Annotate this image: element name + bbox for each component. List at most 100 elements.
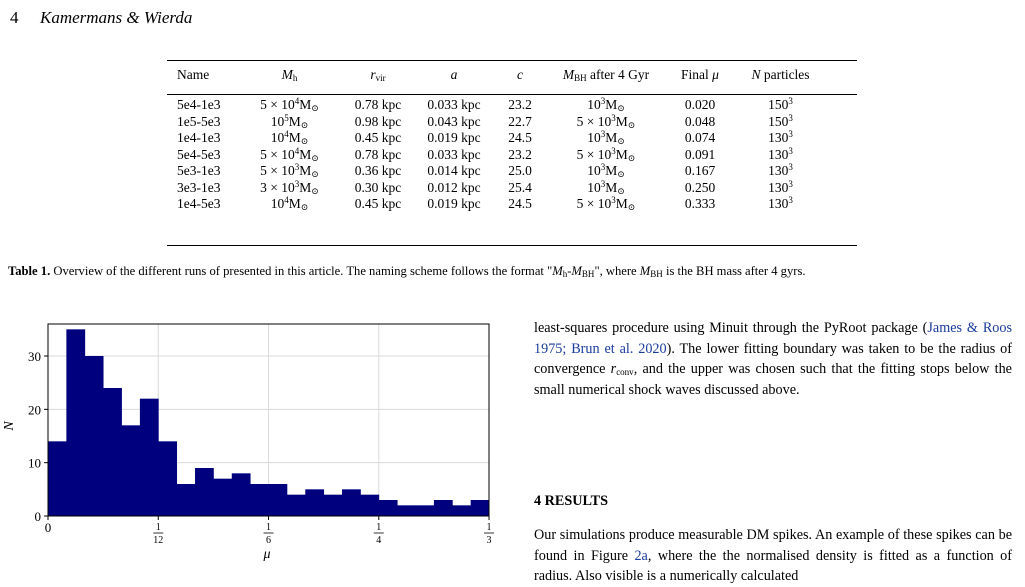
p2-text-b: , where the the normalised density is fi… xyxy=(534,547,1012,585)
cell-n-particles: 1503 xyxy=(768,112,793,129)
table-top-rule xyxy=(167,60,857,61)
x-tick-label-numerator: 1 xyxy=(487,522,492,533)
cell-n-particles: 1303 xyxy=(768,145,793,162)
x-tick-label-denominator: 3 xyxy=(487,535,492,546)
chart-bars xyxy=(48,329,490,516)
p1-text-a: least-squares procedure using Minuit thr… xyxy=(534,320,928,336)
cell-mbh: 5 × 103M⊙ xyxy=(576,112,636,130)
cell-mh: 5 × 103M⊙ xyxy=(260,162,319,180)
x-tick-label-numerator: 1 xyxy=(266,522,271,533)
table-row: 1e4-5e3 104M⊙ 0.45 kpc 0.019 kpc 24.5 5 × 103… xyxy=(167,196,827,213)
histogram-bar xyxy=(433,500,453,516)
table-header-rule xyxy=(167,94,857,95)
cell-name: 1e4-5e3 xyxy=(177,196,221,212)
histogram-bar xyxy=(378,500,398,516)
histogram-bar xyxy=(305,489,325,516)
x-tick-label-numerator: 1 xyxy=(156,522,161,533)
cell-rvir: 0.30 kpc xyxy=(354,179,402,195)
cell-name: 5e4-5e3 xyxy=(177,146,221,162)
table-row: 5e4-5e3 5 × 104M⊙ 0.78 kpc 0.033 kpc 23.2 5 ×… xyxy=(167,145,827,164)
cell-a: 0.019 kpc xyxy=(427,130,481,146)
cell-rvir: 0.98 kpc xyxy=(354,113,402,129)
section-heading-results: 4 RESULTS xyxy=(534,493,608,509)
cell-final-mu: 0.167 xyxy=(684,163,716,179)
cell-c: 25.0 xyxy=(508,163,532,179)
cell-a: 0.019 kpc xyxy=(427,196,481,212)
y-axis-label: N xyxy=(2,421,17,432)
caption-text-b: ", where xyxy=(594,264,640,278)
cell-final-mu: 0.074 xyxy=(684,130,716,146)
cell-final-mu: 0.020 xyxy=(684,97,716,113)
col-header-mbh: MBH after 4 Gyr xyxy=(562,67,650,83)
histogram-bar xyxy=(452,505,472,516)
cell-c: 25.4 xyxy=(508,179,532,195)
cell-n-particles: 1503 xyxy=(768,96,793,113)
x-tick-label-numerator: 1 xyxy=(376,522,381,533)
histogram-bar xyxy=(360,494,380,516)
cell-mbh: 103M⊙ xyxy=(587,162,625,180)
cell-a: 0.012 kpc xyxy=(427,179,481,195)
cell-final-mu: 0.091 xyxy=(684,146,716,162)
histogram-bar xyxy=(397,505,416,516)
y-tick-label: 30 xyxy=(28,349,41,364)
cell-mh: 105M⊙ xyxy=(270,112,309,130)
x-tick-label-denominator: 4 xyxy=(376,535,381,546)
cell-rvir: 0.36 kpc xyxy=(354,163,402,179)
cell-c: 23.2 xyxy=(508,146,532,162)
histogram-bar xyxy=(84,356,104,516)
figure-ref-link[interactable]: 2a xyxy=(634,547,648,564)
x-tick-label: 0 xyxy=(45,520,52,535)
histogram-bar xyxy=(103,388,122,516)
y-tick-label: 0 xyxy=(35,509,42,524)
histogram-bar xyxy=(231,473,251,516)
cell-mbh: 103M⊙ xyxy=(587,96,625,114)
cell-c: 23.2 xyxy=(508,97,532,113)
p1-text-c: , and the upper was chosen such that the… xyxy=(534,361,1012,398)
cell-name: 1e5-5e3 xyxy=(177,113,221,129)
x-tick-label-denominator: 6 xyxy=(266,535,271,546)
cell-a: 0.043 kpc xyxy=(427,113,481,129)
col-header-c: c xyxy=(517,67,523,82)
table-row: 5e3-1e3 5 × 103M⊙ 0.36 kpc 0.014 kpc 25.0 103… xyxy=(167,163,827,180)
histogram-bar xyxy=(323,494,343,516)
cell-c: 24.5 xyxy=(508,130,532,146)
histogram-bar xyxy=(121,425,141,516)
col-header-rvir: rvir xyxy=(370,67,386,83)
cell-final-mu: 0.250 xyxy=(684,179,716,195)
histogram-bar xyxy=(195,468,214,516)
histogram-bar xyxy=(268,484,288,516)
table-bottom-rule xyxy=(167,245,857,246)
x-axis-label: μ xyxy=(262,547,270,562)
table-row: 3e3-1e3 3 × 103M⊙ 0.30 kpc 0.012 kpc 25.4 103… xyxy=(167,178,827,197)
cell-name: 5e4-1e3 xyxy=(177,97,221,113)
histogram-bar xyxy=(415,505,435,516)
histogram-bar xyxy=(213,478,233,516)
cell-a: 0.014 kpc xyxy=(427,163,481,179)
cell-mbh: 103M⊙ xyxy=(587,178,625,196)
histogram-bar xyxy=(158,441,178,516)
cell-n-particles: 1303 xyxy=(768,129,793,146)
table-row: 1e4-1e3 104M⊙ 0.45 kpc 0.019 kpc 24.5 103M⊙ 0.… xyxy=(167,130,827,147)
cell-a: 0.033 kpc xyxy=(427,146,481,162)
chart-ticks: 0 10 20 30 0 1 12 1 6 1 4 1 3 xyxy=(28,349,495,546)
cell-final-mu: 0.048 xyxy=(684,113,716,129)
cell-mh: 5 × 104M⊙ xyxy=(260,96,319,114)
citation-link[interactable]: James & Roos 1975; Brun et al. 2020 xyxy=(534,320,1012,357)
cell-name: 1e4-1e3 xyxy=(177,130,221,146)
cell-n-particles: 1303 xyxy=(768,162,793,179)
histogram-bar xyxy=(286,494,306,516)
histogram-bar xyxy=(66,329,86,516)
cell-a: 0.033 kpc xyxy=(427,97,481,113)
histogram-bar xyxy=(48,441,67,516)
col-header-n-particles: N particles xyxy=(751,67,810,82)
running-header-authors: Kamermans & Wierda xyxy=(40,8,193,27)
caption-text-c: is the BH mass after 4 gyrs. xyxy=(662,264,806,278)
cell-mbh: 5 × 103M⊙ xyxy=(576,195,636,213)
page-number: 4 xyxy=(10,8,19,27)
cell-n-particles: 1303 xyxy=(768,195,793,212)
cell-rvir: 0.78 kpc xyxy=(354,146,402,162)
y-tick-label: 10 xyxy=(28,456,41,471)
cell-mh: 3 × 103M⊙ xyxy=(260,178,319,196)
table-header-row: Name Mh rvir a c MBH after 4 Gyr Final μ… xyxy=(167,60,827,90)
col-header-final-mu: Final μ xyxy=(681,67,719,82)
